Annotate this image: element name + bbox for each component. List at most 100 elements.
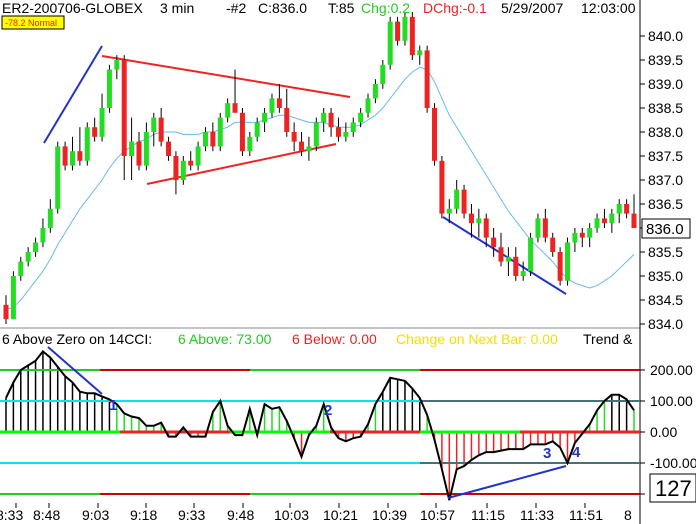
bull-candle: [572, 232, 578, 243]
normal-badge: -78.2 Normal: [1, 15, 65, 30]
bull-candle: [587, 228, 593, 238]
candles: [3, 12, 637, 324]
bear-candle: [601, 218, 607, 224]
bear-candle: [395, 21, 401, 41]
price-tick-label: 834.0: [648, 316, 683, 332]
price-tick-label: 837.5: [648, 148, 683, 164]
bear-candle: [483, 218, 489, 238]
bull-candle: [18, 261, 24, 276]
uptrend-line[interactable]: [43, 45, 103, 144]
daily-change-label: DChg:-0.1: [423, 0, 487, 16]
time-tick-label: 10:39: [372, 507, 407, 523]
downtrend-line[interactable]: [442, 216, 567, 295]
bear-candle: [328, 112, 334, 128]
bull-candle: [225, 103, 231, 118]
bear-candle: [542, 218, 548, 238]
close-label: C:836.0: [258, 0, 307, 16]
time-tick-label: 9:03: [82, 507, 109, 523]
time-tick-label: 11:33: [520, 507, 554, 523]
bear-candle: [136, 141, 142, 166]
bear-candle: [92, 127, 98, 137]
time-tick-label: 9:48: [227, 507, 254, 523]
bear-candle: [631, 213, 637, 228]
indicator-title: 6 Above Zero on 14CCI:: [2, 331, 152, 347]
bear-candle: [579, 232, 585, 238]
price-tick-label: 838.5: [648, 100, 683, 116]
bear-candle: [409, 16, 415, 56]
bear-candle: [335, 127, 341, 137]
bull-candle: [343, 132, 349, 137]
bear-candle: [513, 256, 519, 276]
time-tick-label: 9:33: [178, 507, 205, 523]
bear-candle: [432, 108, 438, 161]
bear-candle: [3, 304, 9, 320]
chart-header: ER2-200706-GLOBEX 3 min -#2 C:836.0 T:85…: [2, 0, 636, 16]
cci-markers: 1 2 3 4: [109, 397, 581, 462]
cci-tick-label: 200.00: [650, 362, 693, 378]
cci-value-badge: 127: [649, 473, 696, 503]
time-tick-label: 10:57: [420, 507, 455, 523]
bear-candle: [284, 108, 290, 132]
chart-number-label: -#2: [226, 0, 246, 16]
bear-candle: [550, 237, 556, 252]
marker-1: 1: [109, 397, 117, 414]
bear-candle: [158, 117, 164, 142]
bear-candle: [299, 141, 305, 152]
bull-candle: [55, 146, 61, 209]
bear-candle: [62, 146, 68, 166]
bull-candle: [476, 218, 482, 224]
bull-candle: [247, 136, 253, 152]
bear-candle: [424, 50, 430, 108]
trend-label: Trend &: [583, 331, 633, 347]
price-tick-label: 840.0: [648, 28, 683, 44]
marker-4: 4: [572, 444, 581, 461]
bull-candle: [114, 60, 120, 70]
price-tick-label: 839.0: [648, 76, 683, 92]
time-tick-label: 11:51: [569, 507, 603, 523]
bear-candle: [188, 160, 194, 166]
bear-candle: [173, 156, 179, 180]
bull-candle: [40, 228, 46, 243]
bull-candle: [528, 237, 534, 272]
bull-candle: [25, 252, 31, 262]
marker-2: 2: [324, 402, 332, 419]
price-tick-label: 835.0: [648, 268, 683, 284]
bull-candle: [402, 16, 408, 41]
bull-candle: [33, 242, 39, 252]
cci-uptrend-line[interactable]: [447, 465, 567, 499]
bull-candle: [565, 242, 571, 281]
triangle-upper-line[interactable]: [101, 55, 351, 98]
time-tick-label: 8:48: [33, 507, 60, 523]
price-tick-label: 835.5: [648, 244, 683, 260]
bull-candle: [84, 127, 90, 161]
cci-value-text: 127: [655, 476, 692, 501]
cci-downtrend-line[interactable]: [47, 346, 103, 395]
bear-candle: [166, 141, 172, 156]
bull-candle: [269, 98, 275, 113]
bull-candle: [609, 213, 615, 224]
bear-candle: [461, 189, 467, 214]
bear-candle: [239, 112, 245, 152]
cci-pane[interactable]: 6 Above Zero on 14CCI: 6 Above: 73.00 6 …: [0, 331, 696, 503]
bear-candle: [77, 151, 83, 161]
bull-candle: [505, 256, 511, 262]
bull-candle: [180, 160, 186, 180]
bull-candle: [10, 276, 16, 320]
cci-reference-lines: [0, 369, 640, 495]
bull-candle: [446, 208, 452, 214]
last-price-text: 836.0: [646, 221, 684, 238]
drawn-trend-lines[interactable]: [43, 45, 567, 295]
bear-candle: [121, 60, 127, 156]
bull-candle: [202, 132, 208, 147]
normal-badge-text: -78.2 Normal: [5, 18, 57, 28]
time-tick-label: 8:33: [0, 507, 23, 523]
date-label: 5/29/2007: [501, 0, 563, 16]
bull-candle: [129, 141, 135, 156]
bull-candle: [520, 271, 526, 276]
bull-candle: [262, 112, 268, 123]
triangle-lower-line[interactable]: [146, 143, 337, 185]
cci-trend-lines[interactable]: [47, 346, 567, 499]
